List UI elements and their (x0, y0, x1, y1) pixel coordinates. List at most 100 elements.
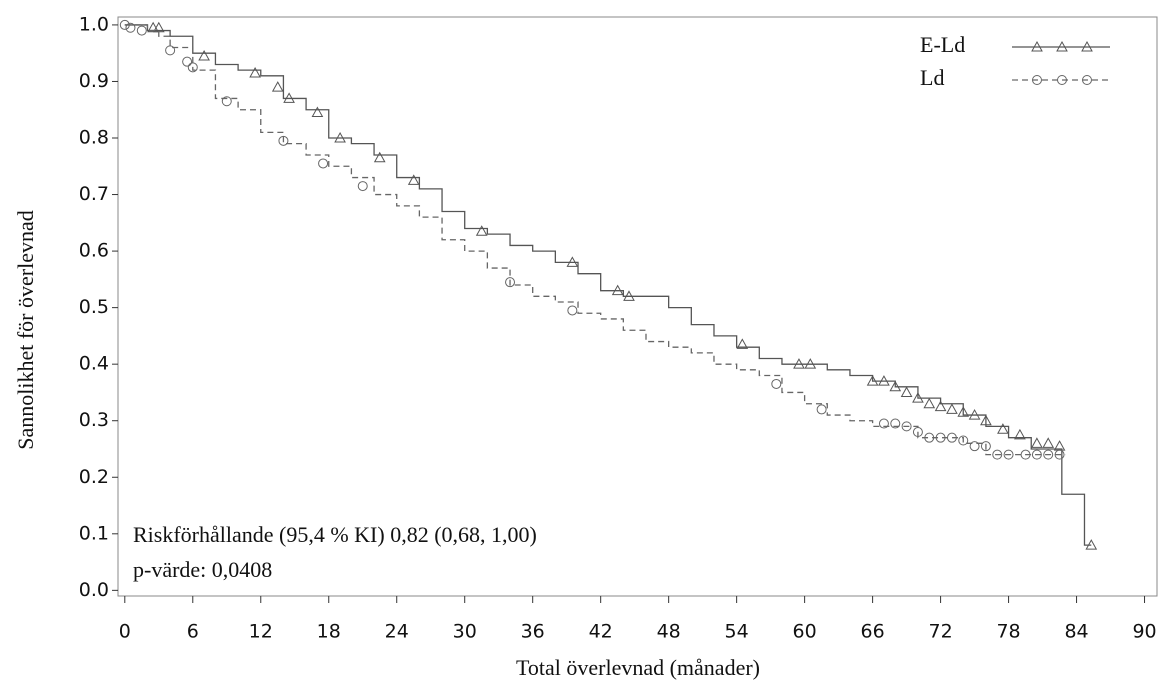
y-tick-label: 0.4 (79, 353, 109, 375)
censor-mark (623, 290, 635, 301)
censor-mark (311, 106, 324, 118)
legend-label: E-Ld (920, 32, 965, 57)
plot-frame (117, 16, 1158, 597)
legend-marker (1057, 75, 1067, 85)
censor-mark (900, 386, 913, 397)
y-tick-label: 0.6 (79, 240, 109, 262)
censor-mark (736, 338, 749, 349)
censor-mark (934, 400, 947, 412)
censor-mark (889, 380, 902, 392)
censor-mark (1043, 449, 1054, 460)
censor-mark (407, 174, 420, 185)
censor-mark (980, 414, 992, 426)
censor-mark (357, 181, 368, 192)
censor-mark (804, 358, 817, 369)
censor-mark (249, 66, 261, 78)
y-tick-label: 0.1 (79, 522, 109, 544)
y-tick-label: 0.7 (79, 183, 109, 205)
x-tick-label: 42 (589, 621, 613, 643)
censor-mark (890, 418, 901, 429)
legend-marker (1031, 40, 1043, 52)
censor-mark (136, 25, 147, 36)
censor-mark (912, 427, 923, 438)
censor-mark (566, 256, 579, 267)
x-tick-label: 78 (996, 621, 1020, 643)
censor-mark (1020, 449, 1031, 460)
censor-mark (1014, 428, 1026, 440)
y-tick-label: 0.9 (79, 70, 109, 92)
censor-mark (1031, 437, 1043, 448)
y-tick-label: 0.8 (79, 127, 109, 149)
censor-mark (958, 435, 969, 446)
censor-mark (1031, 449, 1042, 460)
censor-mark (957, 406, 970, 417)
censor-mark (147, 21, 159, 33)
censor-mark (793, 358, 805, 369)
censor-mark (969, 441, 980, 452)
censor-mark (992, 449, 1003, 460)
annotation: p-värde: 0,0408 (133, 557, 272, 582)
x-tick-label: 48 (657, 621, 681, 643)
censor-mark (771, 378, 782, 389)
y-tick-label: 0.2 (79, 466, 109, 488)
legend-marker (1082, 75, 1092, 85)
censor-mark (119, 19, 130, 30)
censor-mark (901, 421, 912, 432)
x-tick-label: 24 (385, 621, 409, 643)
censor-mark (968, 409, 981, 420)
censor-mark (125, 22, 136, 33)
censor-mark (187, 62, 198, 73)
x-tick-label: 36 (521, 621, 545, 643)
censor-mark (878, 375, 890, 386)
legend-label: Ld (920, 65, 944, 90)
censor-mark (318, 158, 329, 169)
censor-mark (221, 96, 232, 107)
x-tick-label: 6 (187, 621, 199, 643)
censor-mark (1085, 539, 1098, 550)
y-axis-label: Sannolikhet för överlevnad (13, 210, 38, 450)
censor-mark (1003, 449, 1014, 460)
censor-mark (271, 81, 284, 92)
annotation: Riskförhållande (95,4 % KI) 0,82 (0,68, … (133, 522, 537, 547)
x-tick-label: 84 (1064, 621, 1088, 643)
legend-marker (1081, 40, 1093, 52)
censor-mark (283, 92, 295, 103)
censor-mark (924, 432, 935, 443)
censor-mark (997, 423, 1009, 434)
y-tick-label: 0.5 (79, 296, 109, 318)
x-tick-label: 60 (793, 621, 817, 643)
y-tick-label: 0.3 (79, 409, 109, 431)
x-axis-label: Total överlevnad (månader) (516, 655, 760, 680)
censor-mark (475, 225, 488, 236)
censor-mark (946, 403, 958, 414)
x-tick-label: 12 (249, 621, 273, 643)
x-tick-label: 30 (453, 621, 477, 643)
legend-marker (1056, 40, 1068, 52)
censor-mark (373, 151, 386, 163)
x-tick-label: 90 (1132, 621, 1156, 643)
x-tick-label: 54 (725, 621, 749, 643)
legend-marker (1032, 75, 1042, 85)
censor-mark (980, 441, 991, 452)
censor-mark (198, 49, 210, 61)
censor-mark (946, 432, 957, 443)
y-tick-label: 0.0 (79, 579, 109, 601)
x-tick-label: 66 (861, 621, 885, 643)
censor-mark (1054, 449, 1065, 460)
censor-mark (182, 56, 193, 67)
censor-mark (866, 375, 879, 386)
censor-mark (912, 392, 924, 403)
censor-mark (278, 135, 289, 146)
x-tick-label: 72 (928, 621, 952, 643)
x-tick-label: 0 (119, 621, 131, 643)
censor-mark (878, 418, 889, 429)
censor-mark (923, 397, 936, 409)
censor-mark (611, 284, 624, 296)
censor-mark (567, 305, 578, 316)
censor-mark (334, 131, 346, 143)
survival-curve (124, 24, 1092, 546)
censor-mark (505, 277, 516, 288)
censor-mark (165, 45, 176, 56)
censor-mark (935, 432, 946, 443)
